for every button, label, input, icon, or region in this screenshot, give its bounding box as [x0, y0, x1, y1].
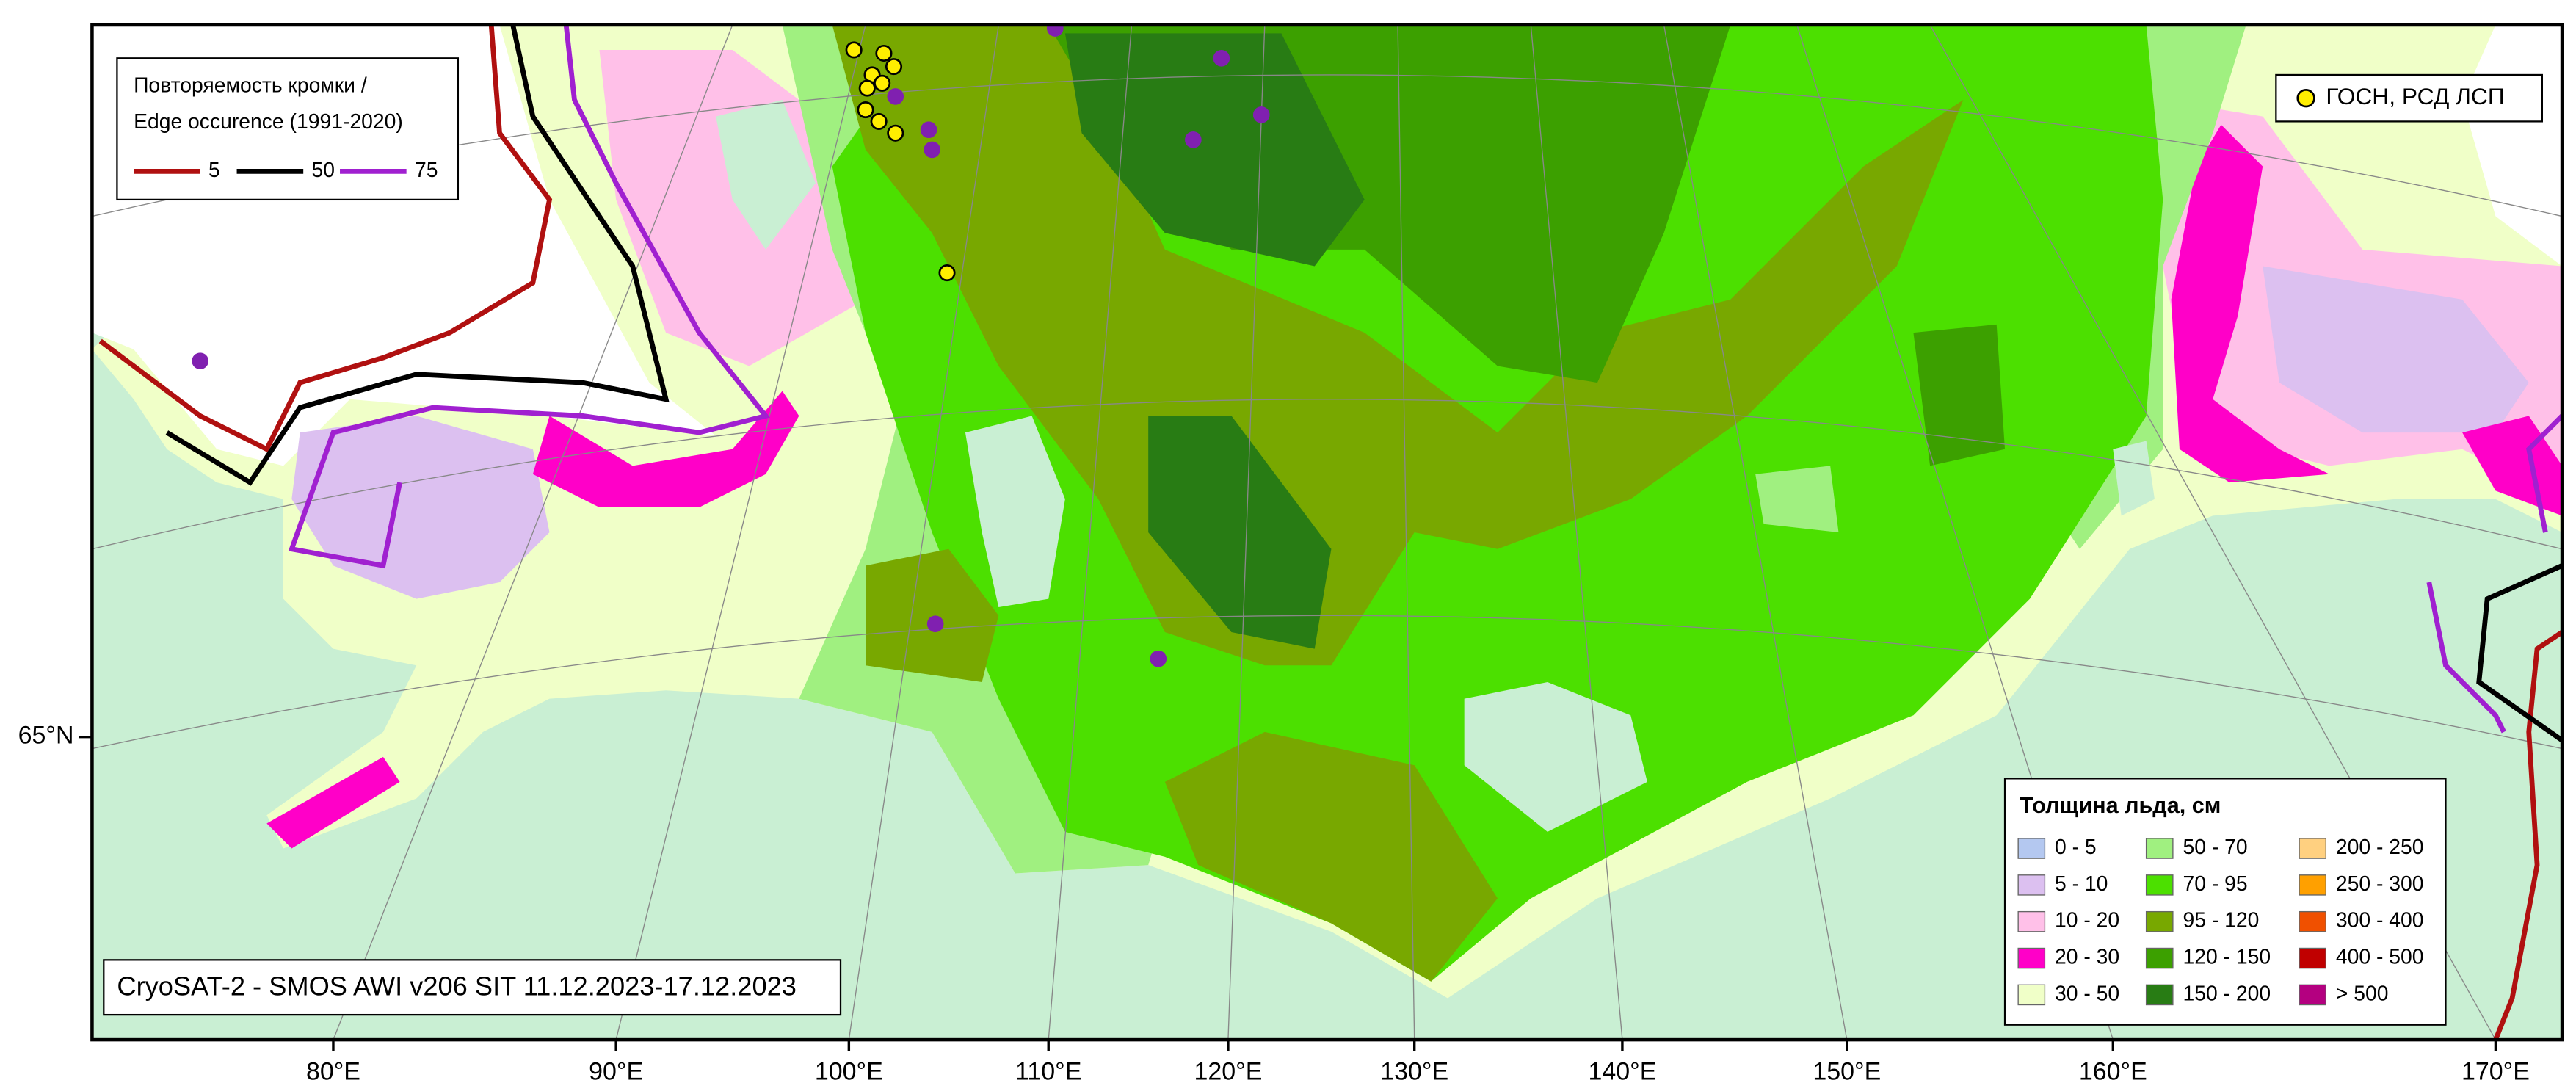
ice-5-10: [291, 416, 550, 599]
ice-50-70: [1755, 466, 1839, 533]
legend-label: 0 - 5: [2055, 836, 2097, 859]
ice-10-20: [599, 49, 866, 366]
legend-label: 20 - 30: [2055, 946, 2119, 969]
lon-label: 120°E: [1194, 1057, 1262, 1083]
legend-swatch: [2299, 910, 2327, 932]
legend-label: ГОСН, РСД ЛСП: [2326, 83, 2504, 109]
lon-label: 110°E: [1015, 1057, 1081, 1083]
legend-box: [116, 57, 460, 201]
island: [1464, 681, 1647, 832]
lon-label: 90°E: [589, 1057, 643, 1083]
lon-label: 150°E: [1813, 1057, 1881, 1083]
map-frame: [90, 23, 2564, 1042]
legend-marker: [2296, 88, 2315, 108]
legend-label: 95 - 120: [2183, 909, 2259, 932]
legend-label: 200 - 250: [2336, 836, 2424, 859]
legend-label: 10 - 20: [2055, 909, 2119, 932]
legend-swatch: [2017, 874, 2046, 896]
lon-label: 140°E: [1588, 1057, 1656, 1083]
legend-label: 150 - 200: [2183, 982, 2271, 1005]
legend-title: Повторяемость кромки /: [134, 73, 367, 97]
legend-swatch: [2145, 984, 2174, 1006]
ice-20-30: [2171, 124, 2329, 483]
legend-swatch: [2299, 947, 2327, 969]
legend-swatch: [2017, 984, 2046, 1006]
edge-lines: [98, 24, 2563, 1040]
legend-swatch: [2145, 947, 2174, 969]
lat-label: 65°N: [18, 722, 74, 750]
legend-label: 30 - 50: [2055, 982, 2119, 1005]
island: [2113, 441, 2155, 516]
legend-label: 70 - 95: [2183, 872, 2247, 896]
points: [192, 24, 1270, 667]
ice-120-150: [1913, 324, 2006, 466]
lon-label: 80°E: [306, 1057, 360, 1083]
caption: CryoSAT-2 - SMOS AWI v206 SIT 11.12.2023…: [117, 971, 797, 1001]
legend-swatch: [2299, 874, 2327, 896]
caption-box: [103, 959, 842, 1016]
legend-swatch: [2299, 984, 2327, 1006]
legend-label: 300 - 400: [2336, 909, 2424, 932]
legend-title: Edge occurence (1991-2020): [134, 110, 403, 134]
island: [965, 416, 1065, 607]
lon-label: 170°E: [2461, 1057, 2530, 1083]
legend-label: 250 - 300: [2336, 872, 2424, 896]
legend-swatch: [2145, 874, 2174, 896]
legend-swatch: [2017, 910, 2046, 932]
ice-95-120: [832, 24, 1964, 666]
ice-150-200: [1064, 33, 1365, 267]
legend-swatch: [2017, 838, 2046, 859]
legend-swatch: [2145, 910, 2174, 932]
ice-20-30: [532, 391, 799, 508]
ice-95-120: [1164, 731, 1498, 982]
legends: Повторяемость кромки / Edge occurence (19…: [103, 57, 2544, 1026]
lon-label: 130°E: [1380, 1057, 1448, 1083]
legend-label: 50 - 70: [2183, 836, 2247, 859]
legend-label: 400 - 500: [2336, 946, 2424, 969]
legend-label: 50: [312, 159, 335, 182]
legend-title: Толщина льда, см: [2020, 793, 2221, 818]
legend-swatch: [2145, 838, 2174, 859]
lon-label: 160°E: [2079, 1057, 2147, 1083]
lon-label: 100°E: [815, 1057, 883, 1083]
legend-swatch: [2299, 838, 2327, 859]
ice-20-30: [266, 756, 400, 849]
legend-box: [2275, 73, 2544, 123]
ice-150-200: [1148, 416, 1332, 649]
island: [716, 99, 816, 250]
legend-swatch: [2017, 947, 2046, 969]
legend-label: 5 - 10: [2055, 872, 2108, 896]
ice-5-10: [2263, 266, 2529, 433]
legend-label: 75: [415, 159, 438, 182]
legend-box: [2003, 778, 2447, 1026]
ice-95-120: [866, 548, 999, 682]
legend-label: 5: [208, 159, 220, 182]
axis-labels: 80°E 90°E 100°E 110°E 120°E 130°E 140°E 150°E 16…: [18, 722, 2530, 1083]
legend-label: 120 - 150: [2183, 946, 2271, 969]
map-body: [92, 24, 2563, 1040]
legend-label: > 500: [2336, 982, 2389, 1005]
